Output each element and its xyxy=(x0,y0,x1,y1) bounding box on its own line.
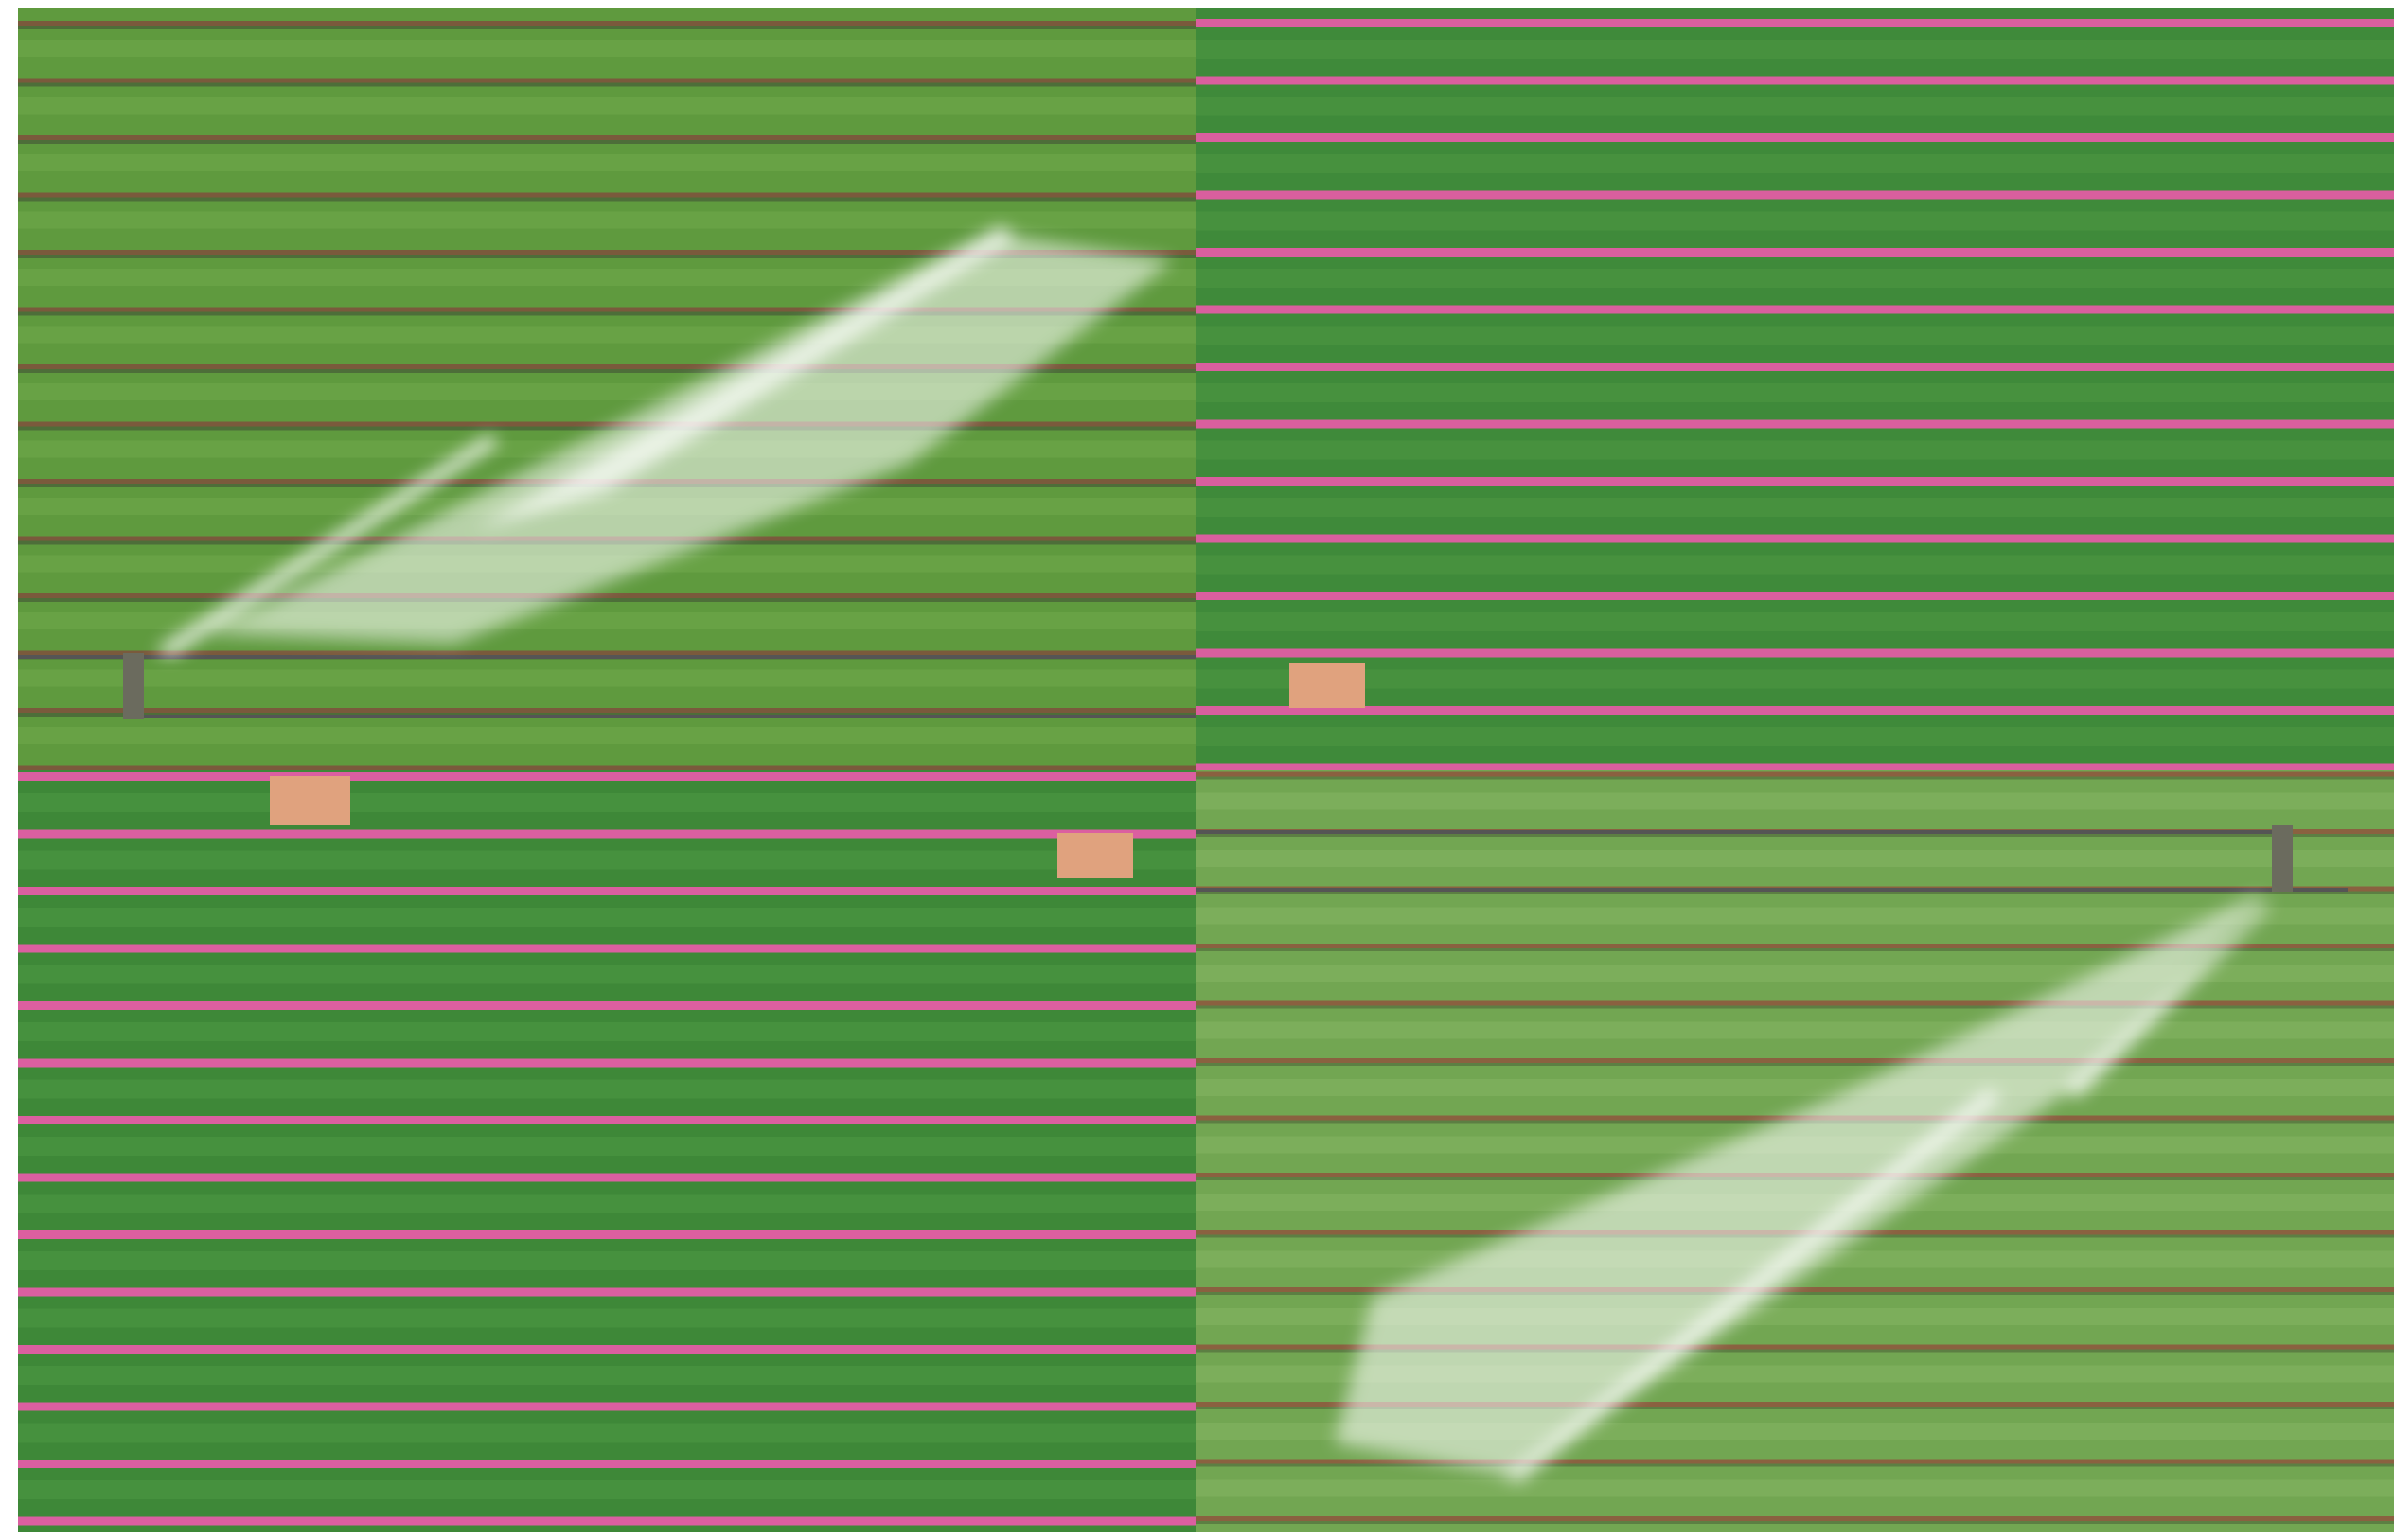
sprinkler xyxy=(123,653,144,719)
bare-patch xyxy=(270,776,350,825)
spray-jet xyxy=(473,227,1015,530)
bare-patch xyxy=(1289,663,1365,708)
spray-jet xyxy=(2064,899,2272,1098)
sprinkler xyxy=(2272,825,2293,892)
field-bottom-left xyxy=(18,770,1196,1532)
water-spray xyxy=(156,225,2272,1482)
bare-patch xyxy=(1057,833,1133,878)
spray-jet xyxy=(1505,1089,2002,1482)
spray-jet xyxy=(156,435,500,657)
field-top-right xyxy=(1196,8,2394,770)
spray-plume xyxy=(1335,894,2262,1478)
